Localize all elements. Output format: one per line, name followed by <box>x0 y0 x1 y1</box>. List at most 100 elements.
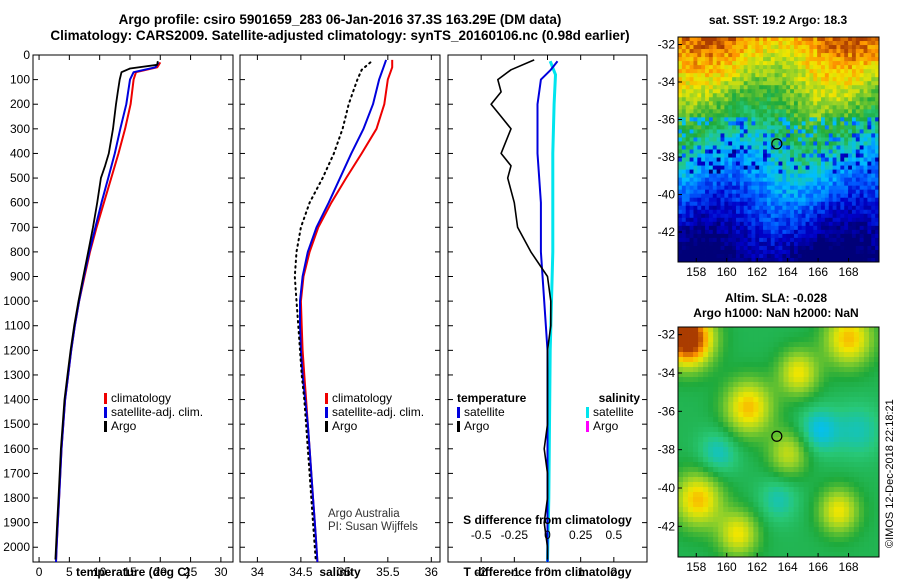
map-cell <box>688 497 694 503</box>
map-cell <box>843 417 850 423</box>
map-cell <box>732 157 737 162</box>
map-cell <box>748 527 754 533</box>
map-cell <box>743 153 748 158</box>
map-cell <box>824 121 830 126</box>
map-cell <box>688 327 694 333</box>
map-cell <box>716 205 721 211</box>
map-lat-label: -38 <box>658 150 676 164</box>
map-cell <box>843 347 850 353</box>
map-cell <box>833 517 840 523</box>
map-cell <box>728 447 734 453</box>
map-cell <box>871 109 876 114</box>
map-cell <box>853 532 860 538</box>
map-cell <box>718 532 724 538</box>
map-cell <box>763 85 768 90</box>
map-cell <box>755 37 760 42</box>
map-cell <box>766 89 772 94</box>
map-cell <box>747 129 752 134</box>
map-cell <box>848 161 853 166</box>
map-cell <box>809 225 814 231</box>
map-cell <box>759 157 764 162</box>
map-cell <box>778 347 784 353</box>
map-cell <box>678 145 683 150</box>
map-cell <box>688 352 694 358</box>
map-cell <box>832 213 837 219</box>
map-cell <box>783 492 789 498</box>
map-cell <box>681 201 687 207</box>
map-cell <box>828 452 835 458</box>
map-cell <box>770 257 776 263</box>
map-cell <box>718 457 724 463</box>
map-cell <box>840 197 845 203</box>
map-cell <box>855 217 861 223</box>
map-cell <box>821 145 826 150</box>
map-cell <box>739 49 745 54</box>
map-cell <box>685 97 690 102</box>
map-cell <box>790 177 795 183</box>
map-cell <box>708 507 714 513</box>
map-cell <box>875 189 880 195</box>
map-cell <box>733 367 739 373</box>
map-cell <box>716 149 721 154</box>
map-cell <box>758 467 764 473</box>
map-cell <box>858 397 865 403</box>
map-cell <box>871 201 876 207</box>
map-cell <box>848 121 853 126</box>
map-cell <box>739 181 745 187</box>
map-cell <box>803 492 810 498</box>
map-cell <box>832 105 837 110</box>
map-cell <box>728 547 734 553</box>
map-cell <box>793 193 799 199</box>
map-cell <box>763 245 768 251</box>
map-cell <box>732 81 737 86</box>
map-cell <box>678 512 684 518</box>
map-cell <box>763 337 769 343</box>
map-cell <box>743 487 749 493</box>
map-cell <box>821 117 826 122</box>
map-cell <box>832 121 837 126</box>
map-cell <box>821 241 826 247</box>
map-cell <box>808 407 815 413</box>
map-cell <box>683 327 689 333</box>
map-cell <box>783 362 789 368</box>
map-cell <box>774 225 779 231</box>
map-cell <box>858 527 865 533</box>
map-cell <box>843 452 850 458</box>
map-cell <box>836 221 841 227</box>
map-cell <box>716 85 721 90</box>
map-cell <box>813 362 820 368</box>
map-cell <box>688 492 694 498</box>
map-cell <box>728 367 734 373</box>
map-cell <box>755 121 760 126</box>
map-cell <box>851 105 857 110</box>
map-cell <box>778 527 784 533</box>
map-cell <box>782 61 787 66</box>
map-cell <box>821 85 826 90</box>
map-cell <box>797 249 803 255</box>
map-cell <box>778 129 783 134</box>
map-cell <box>763 213 768 219</box>
map-cell <box>798 497 805 503</box>
map-cell <box>693 447 699 453</box>
legend-sal-satellite: satellite-adj. clim. <box>332 405 424 419</box>
map-cell <box>823 357 830 363</box>
map-cell <box>712 213 718 219</box>
map-cell <box>705 233 710 239</box>
map-cell <box>867 193 872 199</box>
map-cell <box>863 105 868 110</box>
map-cell <box>743 512 749 518</box>
map-cell <box>855 129 861 134</box>
map-cell <box>843 522 850 528</box>
map-cell <box>832 53 837 58</box>
map-cell <box>832 113 837 118</box>
map-cell <box>735 181 741 187</box>
map-cell <box>720 257 725 263</box>
map-cell <box>705 93 710 98</box>
map-cell <box>683 402 689 408</box>
map-cell <box>828 249 834 255</box>
map-cell <box>732 161 737 166</box>
map-cell <box>790 249 795 255</box>
map-cell <box>798 407 805 413</box>
map-cell <box>863 342 870 348</box>
map-cell <box>774 57 779 62</box>
